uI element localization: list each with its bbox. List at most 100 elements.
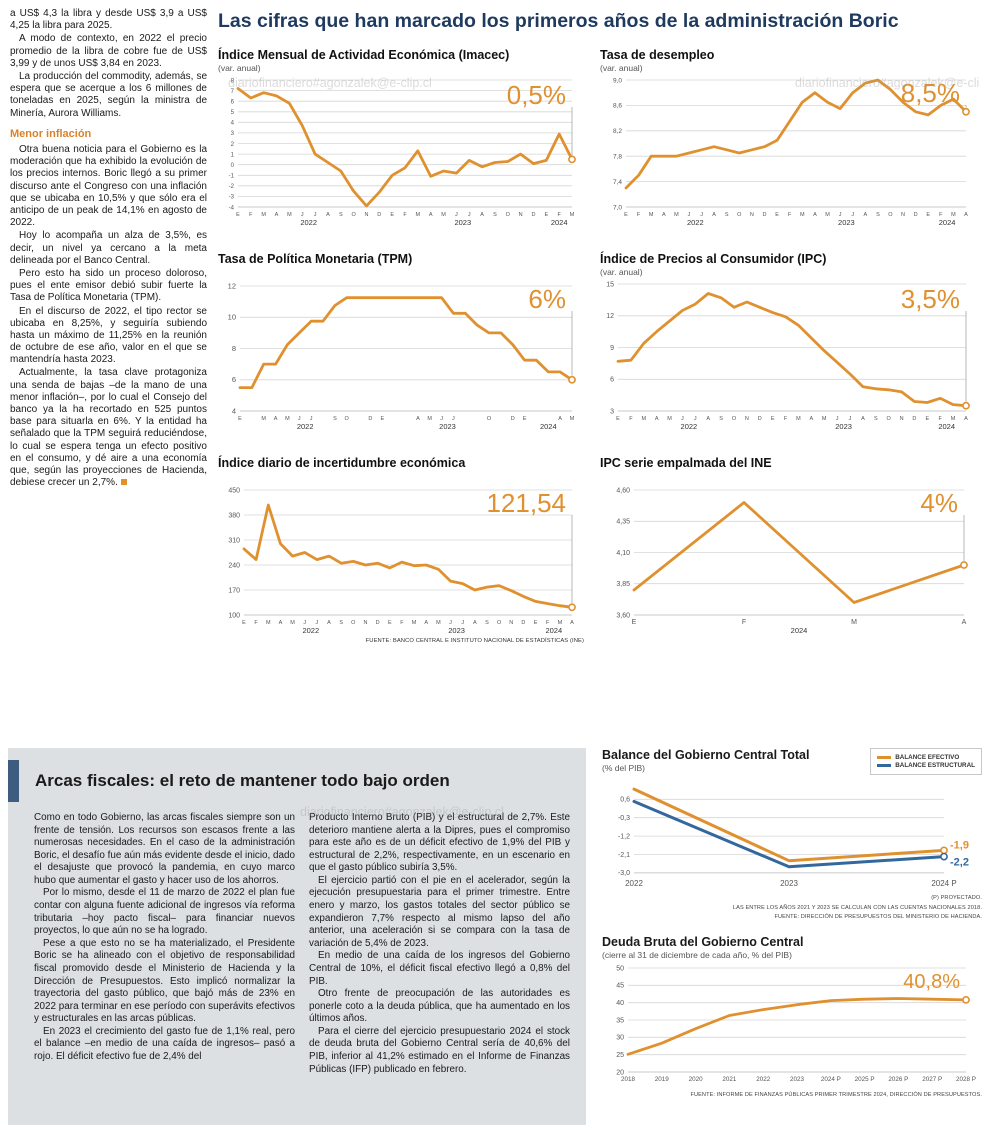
svg-text:100: 100 xyxy=(228,612,240,619)
svg-text:2023: 2023 xyxy=(454,218,471,227)
svg-text:A: A xyxy=(327,620,331,626)
svg-text:45: 45 xyxy=(616,982,624,989)
svg-text:J: J xyxy=(298,416,301,422)
svg-text:A: A xyxy=(712,212,716,218)
svg-text:E: E xyxy=(926,212,930,218)
deuda-chart: 50 45 40 35 30 25 20 2018 2019 2020 2021 2022 2023 20… xyxy=(602,962,982,1090)
svg-text:O: O xyxy=(351,620,356,626)
svg-text:3: 3 xyxy=(231,131,235,137)
svg-text:A: A xyxy=(964,212,968,218)
svg-text:A: A xyxy=(326,212,330,218)
svg-text:20: 20 xyxy=(616,1069,624,1076)
svg-text:0,6: 0,6 xyxy=(620,797,630,804)
svg-text:J: J xyxy=(700,212,703,218)
svg-text:E: E xyxy=(534,620,538,626)
svg-text:M: M xyxy=(427,416,432,422)
svg-text:A: A xyxy=(662,212,666,218)
svg-text:-4: -4 xyxy=(229,205,235,211)
svg-text:-0,3: -0,3 xyxy=(618,815,630,822)
svg-text:F: F xyxy=(784,416,788,422)
svg-text:F: F xyxy=(742,619,746,626)
svg-text:12: 12 xyxy=(228,281,236,290)
svg-text:-3,0: -3,0 xyxy=(618,870,630,877)
chart-title: Índice Mensual de Actividad Económica (I… xyxy=(218,48,510,62)
svg-text:4: 4 xyxy=(231,121,235,127)
chart-subtitle xyxy=(218,471,584,482)
svg-text:240: 240 xyxy=(228,562,240,569)
svg-text:O: O xyxy=(732,416,737,422)
svg-text:M: M xyxy=(796,416,801,422)
svg-text:M: M xyxy=(287,212,292,218)
svg-text:A: A xyxy=(962,619,967,626)
chart-title: Balance del Gobierno Central Total xyxy=(602,748,810,762)
svg-text:A: A xyxy=(480,212,484,218)
chart-title: Tasa de desempleo xyxy=(600,48,715,62)
svg-text:A: A xyxy=(964,416,968,422)
svg-text:E: E xyxy=(616,416,620,422)
balance-legend: BALANCE EFECTIVO BALANCE ESTRUCTURAL xyxy=(870,748,982,775)
svg-text:M: M xyxy=(416,212,421,218)
article-paragraph: Pese a que esto no se ha materializado, … xyxy=(34,937,295,1025)
article-paragraph: a US$ 4,3 la libra y desde US$ 3,9 a US$… xyxy=(10,8,207,32)
article-paragraph: La producción del commodity, además, se … xyxy=(10,70,207,119)
imacec-chart: 8 7 6 5 4 3 2 1 0 -1 -2 -3 -4 E F M A M J J A S O N D E F M A M J J A S O N… xyxy=(218,76,584,228)
main-charts-section: Las cifras que han marcado los primeros … xyxy=(218,10,982,644)
headline-accent-bar xyxy=(8,760,19,802)
svg-text:-2,2: -2,2 xyxy=(950,857,969,869)
svg-text:E: E xyxy=(236,212,240,218)
svg-text:A: A xyxy=(570,620,574,626)
svg-text:J: J xyxy=(688,212,691,218)
article-paragraph: Por lo mismo, desde el 11 de marzo de 20… xyxy=(34,887,295,937)
svg-text:E: E xyxy=(390,212,394,218)
svg-text:F: F xyxy=(546,620,550,626)
svg-text:1: 1 xyxy=(231,152,235,158)
svg-text:2022: 2022 xyxy=(687,218,704,227)
svg-text:50: 50 xyxy=(616,965,624,972)
svg-text:30: 30 xyxy=(616,1034,624,1041)
left-article-column: a US$ 4,3 la libra y desde US$ 3,9 a US$… xyxy=(10,8,207,740)
svg-text:40,8%: 40,8% xyxy=(903,971,960,993)
svg-text:F: F xyxy=(939,212,943,218)
note: (P) PROYECTADO. xyxy=(931,895,982,901)
svg-text:0: 0 xyxy=(231,163,235,169)
svg-text:2024: 2024 xyxy=(938,422,955,431)
svg-text:M: M xyxy=(951,212,956,218)
svg-text:S: S xyxy=(333,416,337,422)
svg-text:M: M xyxy=(667,416,672,422)
article-paragraph-text: Actualmente, la tasa clave protagoniza u… xyxy=(10,367,207,489)
svg-text:A: A xyxy=(706,416,710,422)
section-subhead: Menor inflación xyxy=(10,127,92,140)
svg-text:2027 P: 2027 P xyxy=(922,1076,942,1083)
svg-text:N: N xyxy=(900,416,904,422)
chart-subtitle: (var. anual) xyxy=(600,267,643,277)
svg-text:2022: 2022 xyxy=(297,422,314,431)
legend-swatch-efectivo-icon xyxy=(877,755,892,759)
arcas-fiscales-article: Arcas fiscales: el reto de mantener todo… xyxy=(8,748,586,1125)
svg-text:N: N xyxy=(901,212,905,218)
svg-text:J: J xyxy=(461,620,464,626)
balance-chart: 0,6 -0,3 -1,2 -2,1 -3,0 2022 2023 2024 P -1,9 -2,… xyxy=(602,775,982,893)
note: LAS ENTRE LOS AÑOS 2021 Y 2023 SE CALCUL… xyxy=(732,904,982,911)
svg-text:A: A xyxy=(655,416,659,422)
svg-text:121,54: 121,54 xyxy=(486,488,566,518)
ipc-ine-chart: 4,60 4,35 4,10 3,85 3,60 E F M A 2024 4% xyxy=(600,484,980,636)
svg-text:2024 P: 2024 P xyxy=(821,1076,841,1083)
svg-text:380: 380 xyxy=(228,512,240,519)
chart-card-incertidumbre: Índice diario de incertidumbre económica… xyxy=(218,456,584,644)
svg-text:J: J xyxy=(440,416,443,422)
svg-text:2018: 2018 xyxy=(621,1076,636,1083)
svg-text:4,35: 4,35 xyxy=(616,519,630,526)
svg-text:A: A xyxy=(861,416,865,422)
svg-text:4,10: 4,10 xyxy=(616,550,630,557)
svg-text:D: D xyxy=(377,212,381,218)
article-paragraph: A modo de contexto, en 2022 el precio pr… xyxy=(10,33,207,69)
svg-text:M: M xyxy=(266,620,271,626)
svg-text:A: A xyxy=(863,212,867,218)
article-paragraph: Otra buena noticia para el Gobierno es l… xyxy=(10,144,207,229)
svg-text:N: N xyxy=(519,212,523,218)
chart-card-imacec: Índice Mensual de Actividad Económica (I… xyxy=(218,48,584,228)
svg-text:F: F xyxy=(400,620,404,626)
svg-text:2019: 2019 xyxy=(655,1076,670,1083)
svg-text:F: F xyxy=(788,212,792,218)
chart-title: Índice diario de incertidumbre económica xyxy=(218,456,466,470)
